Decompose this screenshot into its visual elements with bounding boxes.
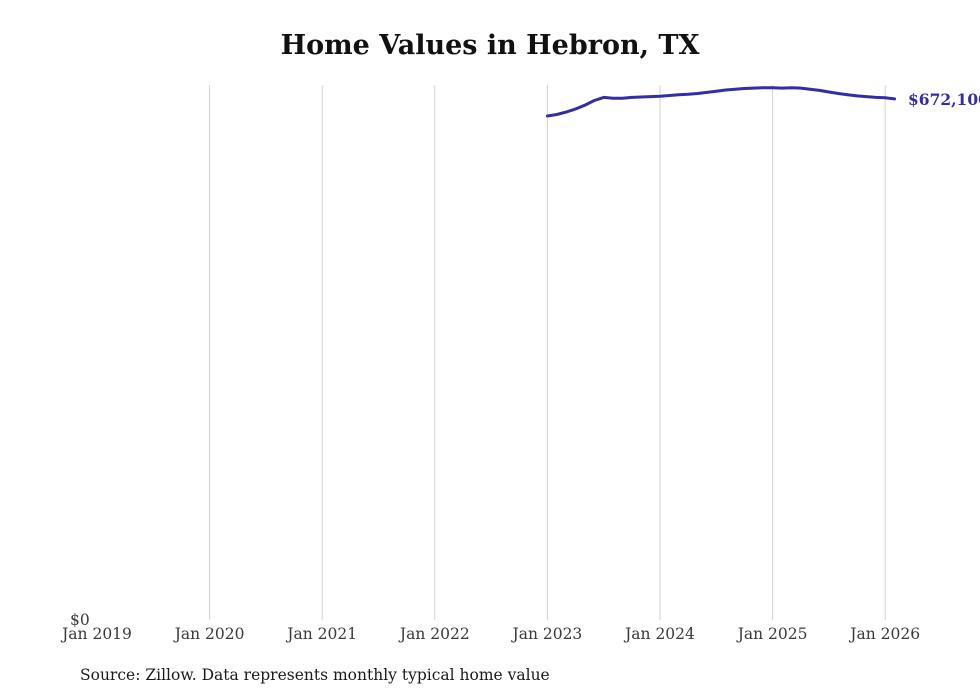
home-value-line bbox=[545, 86, 897, 118]
x-tick-label: Jan 2023 bbox=[512, 625, 583, 643]
chart-title: Home Values in Hebron, TX bbox=[280, 30, 700, 61]
series-end-value-label: $672,100 bbox=[908, 90, 980, 109]
x-tick-label: Jan 2019 bbox=[62, 625, 132, 643]
source-note: Source: Zillow. Data represents monthly … bbox=[80, 666, 550, 684]
x-tick-label: Jan 2020 bbox=[174, 625, 245, 643]
x-tick-label: Jan 2026 bbox=[850, 625, 921, 643]
x-tick-label: Jan 2025 bbox=[737, 625, 808, 643]
x-tick-label: Jan 2021 bbox=[287, 625, 358, 643]
x-tick-label: Jan 2024 bbox=[625, 625, 695, 643]
x-tick-label: Jan 2022 bbox=[399, 625, 470, 643]
y-axis-zero-label: $0 bbox=[70, 611, 90, 629]
